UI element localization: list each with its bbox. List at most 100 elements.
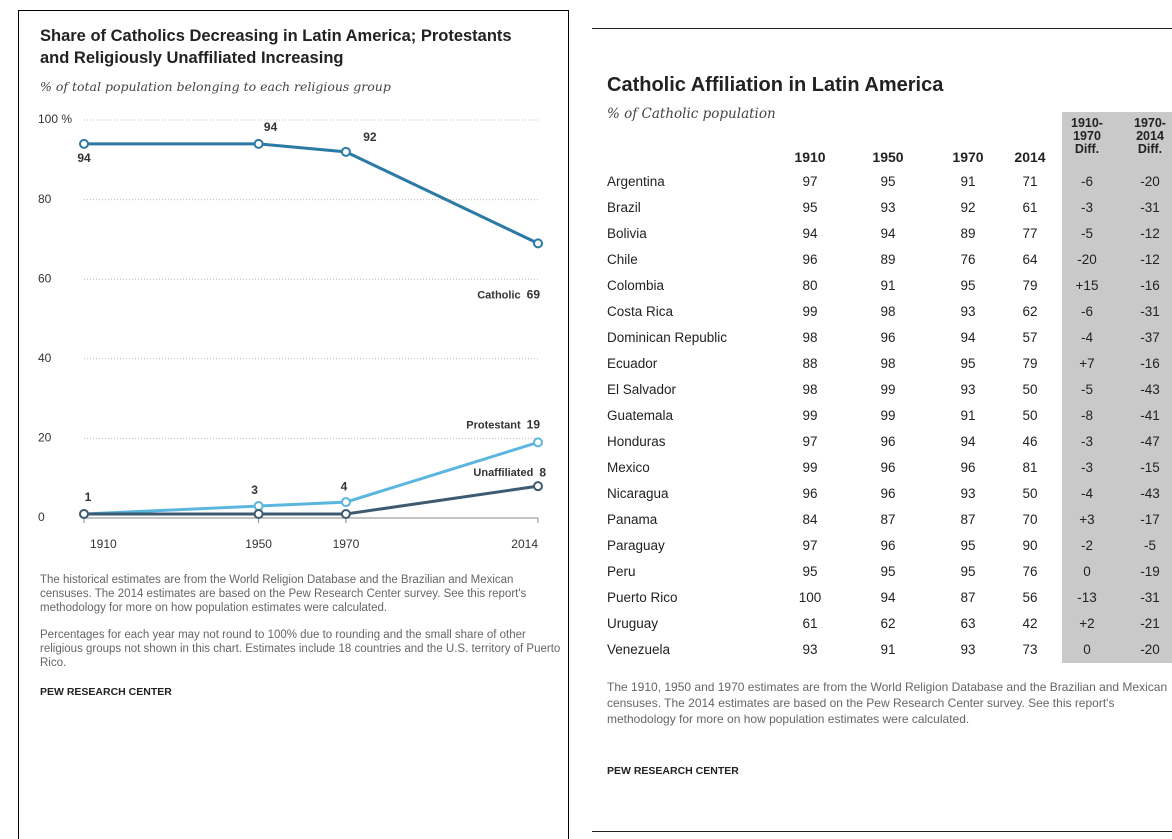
table-subtitle: % of Catholic population <box>607 106 776 122</box>
cell: -5 <box>1080 226 1094 241</box>
cell: -4 <box>1080 330 1094 345</box>
cell: 91 <box>960 174 976 189</box>
table-note: The 1910, 1950 and 1970 estimates are fr… <box>607 680 1168 726</box>
cell: 50 <box>1022 486 1038 501</box>
cell: 91 <box>880 278 896 293</box>
cell: 87 <box>960 512 976 527</box>
left-frame-top <box>18 10 568 11</box>
cell: -21 <box>1140 616 1160 631</box>
cell: 0 <box>1083 642 1091 657</box>
cell: 93 <box>880 200 896 215</box>
cell: 76 <box>960 252 976 267</box>
cell: 98 <box>802 330 818 345</box>
column-header: 2014 <box>1014 149 1046 165</box>
chart-note: The historical estimates are from the Wo… <box>40 574 527 614</box>
cell: 63 <box>960 616 976 631</box>
x-tick-label: 1910 <box>90 537 117 551</box>
data-label: 1 <box>85 490 92 504</box>
cell: 57 <box>1022 330 1038 345</box>
column-header: 1910-1970 Diff. <box>1071 116 1103 156</box>
cell: 93 <box>960 486 976 501</box>
cell: 96 <box>802 486 818 501</box>
cell: 79 <box>1022 356 1038 371</box>
cell: 94 <box>802 226 818 241</box>
column-header: 1970-2014 Diff. <box>1134 116 1166 156</box>
chart-source: PEW RESEARCH CENTER <box>40 686 172 698</box>
marker <box>340 497 351 508</box>
cell: 96 <box>880 486 896 501</box>
marker <box>533 238 543 249</box>
cell: 62 <box>880 616 896 631</box>
marker <box>340 146 351 157</box>
cell: 96 <box>880 434 896 449</box>
cell: -12 <box>1140 226 1160 241</box>
row-label: Colombia <box>607 278 665 293</box>
row-label: Mexico <box>607 460 650 475</box>
cell: 50 <box>1022 382 1038 397</box>
cell: -41 <box>1140 408 1160 423</box>
data-label: 94 <box>264 120 278 134</box>
row-label: Uruguay <box>607 616 659 631</box>
cell: 73 <box>1022 642 1038 657</box>
marker <box>253 509 264 520</box>
cell: -20 <box>1140 642 1160 657</box>
cell: -2 <box>1080 538 1094 553</box>
cell: -15 <box>1140 460 1160 475</box>
column-header: 1970 <box>952 149 984 165</box>
cell: 94 <box>960 330 976 345</box>
cell: 89 <box>960 226 976 241</box>
cell: 94 <box>880 590 896 605</box>
cell: 93 <box>960 642 976 657</box>
data-label: 19 <box>527 418 541 432</box>
cell: 98 <box>802 382 818 397</box>
cell: 64 <box>1022 252 1038 267</box>
cell: 50 <box>1022 408 1038 423</box>
cell: 61 <box>802 616 818 631</box>
cell: 87 <box>960 590 976 605</box>
cell: -6 <box>1080 304 1094 319</box>
cell: 95 <box>960 538 976 553</box>
cell: 42 <box>1022 616 1038 631</box>
row-label: Brazil <box>607 200 641 215</box>
cell: -13 <box>1077 590 1097 605</box>
row-label: Peru <box>607 564 636 579</box>
cell: 98 <box>880 304 896 319</box>
y-tick-label: 60 <box>38 271 52 285</box>
series-label: Catholic <box>477 289 520 301</box>
row-label: Nicaragua <box>607 486 669 501</box>
cell: -6 <box>1080 174 1094 189</box>
cell: 0 <box>1083 564 1091 579</box>
cell: +2 <box>1079 616 1095 631</box>
row-label: Puerto Rico <box>607 590 678 605</box>
cell: 56 <box>1022 590 1038 605</box>
data-label: 8 <box>539 465 546 479</box>
cell: 94 <box>880 226 896 241</box>
cell: -3 <box>1080 460 1094 475</box>
right-frame-bottom <box>592 831 1172 832</box>
cell: 96 <box>880 538 896 553</box>
row-label: Bolivia <box>607 226 647 241</box>
cell: -3 <box>1080 200 1094 215</box>
cell: 99 <box>802 408 818 423</box>
cell: 93 <box>960 382 976 397</box>
marker <box>79 138 89 149</box>
cell: 80 <box>802 278 818 293</box>
series-label: Unaffiliated <box>473 467 533 479</box>
marker <box>533 437 543 448</box>
row-label: Guatemala <box>607 408 674 423</box>
cell: 96 <box>880 460 896 475</box>
row-label: Honduras <box>607 434 666 449</box>
cell: -17 <box>1140 512 1160 527</box>
diff-shade <box>1062 112 1172 663</box>
data-label: 3 <box>251 483 258 497</box>
cell: 62 <box>1022 304 1038 319</box>
chart-title: Share of Catholics Decreasing in Latin A… <box>40 27 512 67</box>
cell: 95 <box>960 356 976 371</box>
cell: -37 <box>1140 330 1160 345</box>
line <box>84 142 539 245</box>
y-tick-label: 20 <box>38 431 52 445</box>
data-label: 94 <box>77 151 91 165</box>
column-header: 1950 <box>872 149 904 165</box>
x-tick-label: 2014 <box>511 537 538 551</box>
cell: 97 <box>802 538 818 553</box>
